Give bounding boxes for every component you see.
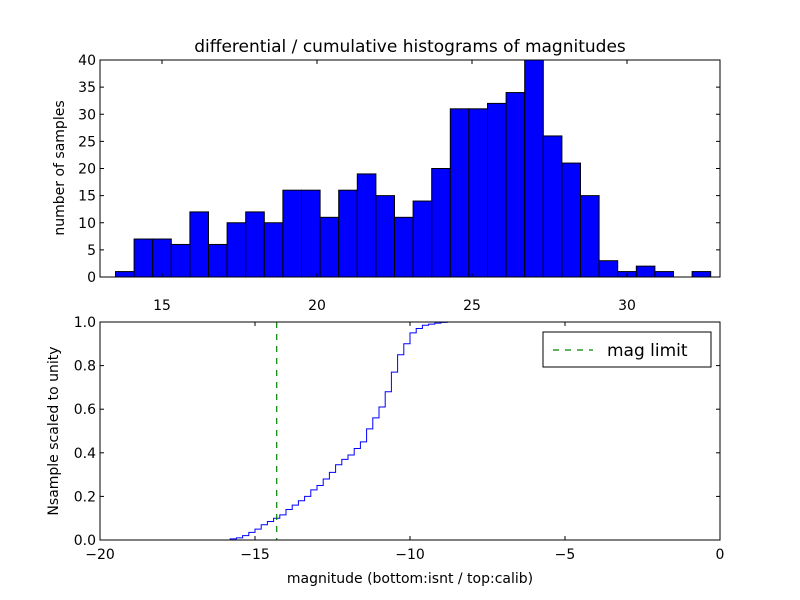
y-tick-label-top: 35 — [78, 80, 96, 96]
histogram-bar — [561, 162, 582, 278]
y-tick-label-top: 10 — [78, 216, 96, 232]
y-tick-label-bottom: 1.0 — [74, 315, 96, 331]
histogram-panel: differential / cumulative histograms of … — [52, 37, 721, 314]
histogram-bar — [245, 211, 265, 278]
histogram-bar — [505, 92, 526, 278]
histogram-bar — [691, 271, 712, 278]
legend: mag limit — [542, 331, 712, 368]
x-tick-label-top: 25 — [463, 298, 481, 314]
histogram-ticks: 15 20 25 30 0 5 10 15 20 25 30 35 40 — [78, 53, 720, 314]
x-tick-label-bottom: −10 — [395, 547, 425, 563]
histogram-bar — [226, 222, 247, 278]
histogram-bar — [524, 59, 544, 278]
histogram-bar — [487, 102, 507, 278]
histogram-bar — [580, 195, 600, 278]
cumulative-panel: Nsample scaled to unity magnitude (botto… — [46, 315, 724, 587]
histogram-frame — [99, 59, 721, 278]
y-tick-label-top: 5 — [87, 243, 96, 259]
histogram-bar — [375, 195, 395, 278]
cumulative-lines — [100, 321, 720, 541]
histogram-bar — [449, 108, 470, 278]
histogram-bar — [133, 238, 154, 278]
histogram-bar — [282, 189, 302, 278]
y-tick-label-bottom: 0.4 — [74, 446, 96, 462]
x-tick-label-bottom: −20 — [85, 547, 115, 563]
y-tick-label-top: 30 — [78, 107, 96, 123]
y-axis-label-top: number of samples — [52, 100, 68, 235]
y-tick-label-bottom: 0.6 — [74, 402, 96, 418]
x-tick-label-top: 30 — [618, 298, 636, 314]
histogram-bar — [189, 211, 209, 278]
histogram-bar — [654, 271, 675, 278]
histogram-bar — [412, 200, 433, 278]
cumulative-frame — [99, 321, 721, 541]
y-tick-label-top: 25 — [78, 134, 96, 150]
histogram-bar — [208, 243, 228, 278]
histogram-bar — [542, 135, 563, 278]
x-tick-label-top: 20 — [308, 298, 326, 314]
chart-title: differential / cumulative histograms of … — [194, 37, 626, 57]
histogram-bar — [431, 168, 451, 278]
y-tick-label-top: 40 — [78, 53, 96, 69]
y-tick-label-bottom: 0.0 — [74, 533, 96, 549]
cumulative-step-line — [100, 321, 720, 541]
histogram-bar — [394, 216, 414, 278]
y-tick-label-top: 20 — [78, 162, 96, 178]
histogram-bar — [301, 189, 321, 278]
histogram-bar — [598, 260, 619, 278]
x-tick-label-bottom: 0 — [716, 547, 725, 563]
histogram-bar — [170, 243, 191, 278]
x-tick-label-bottom: −5 — [555, 547, 576, 563]
x-tick-label-top: 15 — [153, 298, 171, 314]
y-tick-label-bottom: 0.8 — [74, 359, 96, 375]
y-tick-label-top: 15 — [78, 189, 96, 205]
histogram-bar — [468, 108, 488, 278]
y-tick-label-top: 0 — [87, 270, 96, 286]
y-tick-label-bottom: 0.2 — [74, 489, 96, 505]
y-axis-label-bottom: Nsample scaled to unity — [46, 346, 62, 515]
histogram-bar — [263, 222, 284, 278]
histogram-bar — [338, 189, 358, 278]
histogram-bar — [115, 271, 135, 278]
histogram-bar — [152, 238, 172, 278]
x-axis-label: magnitude (bottom:isnt / top:calib) — [287, 571, 533, 587]
x-tick-label-bottom: −15 — [240, 547, 270, 563]
histogram-bar — [319, 216, 340, 278]
histogram-bar — [356, 173, 377, 278]
histogram-bar — [635, 265, 656, 278]
legend-mag-limit-label: mag limit — [607, 341, 688, 361]
